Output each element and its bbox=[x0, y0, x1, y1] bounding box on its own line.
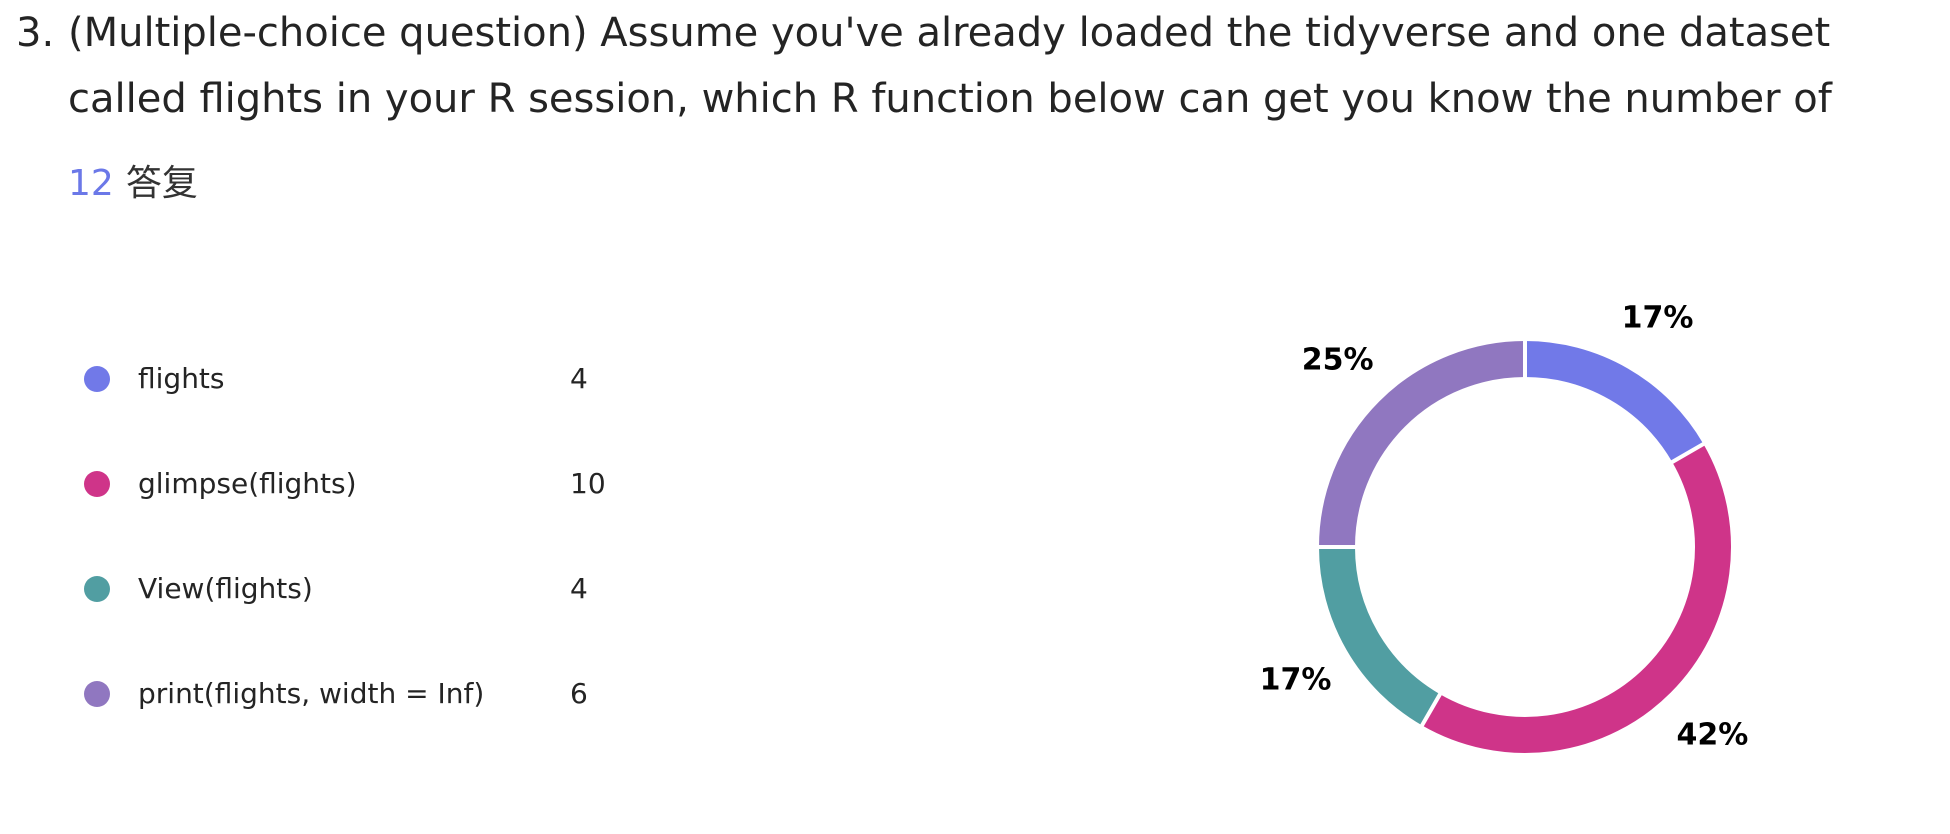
donut-chart: 17% 42% 17% 25% bbox=[1260, 301, 1748, 753]
question-text: (Multiple-choice question) Assume you've… bbox=[68, 10, 1832, 122]
slice-separator bbox=[1419, 691, 1443, 729]
legend-item: View(flights) 4 bbox=[84, 572, 724, 677]
legend-label: View(flights) bbox=[138, 572, 313, 605]
legend-item: print(flights, width = Inf) 6 bbox=[84, 677, 724, 782]
legend-swatch-2 bbox=[84, 576, 110, 602]
slice-separator bbox=[1669, 441, 1707, 465]
chart-legend: flights 4 glimpse(flights) 10 View(fligh… bbox=[84, 362, 724, 782]
legend-label: print(flights, width = Inf) bbox=[138, 677, 485, 710]
legend-swatch-0 bbox=[84, 366, 110, 392]
legend-count: 4 bbox=[570, 572, 588, 605]
legend-count: 6 bbox=[570, 677, 588, 710]
data-label-0: 17% bbox=[1622, 301, 1694, 336]
donut-slice-0 bbox=[1524, 341, 1704, 463]
question-header: 3. (Multiple-choice question) Assume you… bbox=[16, 0, 1936, 132]
donut-slice-3 bbox=[1319, 341, 1526, 548]
data-label-1: 42% bbox=[1676, 717, 1748, 752]
legend-count: 10 bbox=[570, 467, 606, 500]
legend-item: flights 4 bbox=[84, 362, 724, 467]
legend-item: glimpse(flights) 10 bbox=[84, 467, 724, 572]
response-count-label: 答复 bbox=[125, 163, 198, 204]
data-label-3: 25% bbox=[1302, 343, 1374, 378]
legend-swatch-1 bbox=[84, 471, 110, 497]
legend-count: 4 bbox=[570, 362, 588, 395]
donut-slice-2 bbox=[1319, 546, 1441, 726]
question-number: 3. bbox=[16, 10, 55, 56]
data-label-2: 17% bbox=[1260, 663, 1332, 698]
legend-swatch-3 bbox=[84, 681, 110, 707]
legend-label: flights bbox=[138, 362, 225, 395]
donut-slice-1 bbox=[1422, 444, 1731, 753]
response-count-number: 12 bbox=[68, 163, 114, 204]
legend-label: glimpse(flights) bbox=[138, 467, 357, 500]
response-count: 12 答复 bbox=[68, 160, 198, 208]
